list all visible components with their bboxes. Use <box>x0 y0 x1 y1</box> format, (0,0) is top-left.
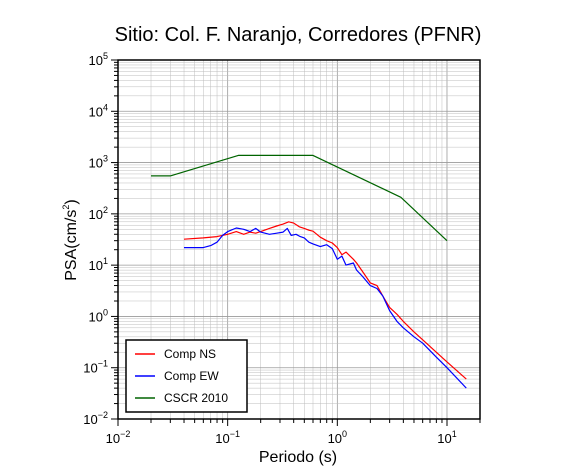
y-tick-label-base: 10 <box>89 258 103 273</box>
y-tick-label-exponent: 2 <box>103 205 108 215</box>
x-tick-label-exponent: −2 <box>120 429 130 439</box>
y-tick-label-exponent: 5 <box>103 51 108 61</box>
y-tick-label: 101 <box>89 256 108 273</box>
y-tick-label-exponent: −2 <box>98 410 108 420</box>
y-tick-label: 103 <box>89 154 108 171</box>
y-axis-label-exponent: 2 <box>61 205 71 210</box>
y-tick-label: 105 <box>89 51 108 68</box>
series-line-1 <box>183 221 467 380</box>
x-tick-label-base: 10 <box>437 431 451 446</box>
y-tick-label-base: 10 <box>83 361 97 376</box>
y-axis-label: PSA(cm/s2) <box>61 199 80 280</box>
axis-ticks <box>111 59 481 426</box>
x-tick-label-exponent: −1 <box>230 429 240 439</box>
plot-frame <box>117 59 481 420</box>
x-tick-label: 101 <box>437 429 456 446</box>
y-axis-label-close: ) <box>63 199 80 204</box>
legend-label-3: CSCR 2010 <box>164 391 228 405</box>
y-tick-label-base: 10 <box>89 156 103 171</box>
x-tick-label-base: 10 <box>328 431 342 446</box>
x-tick-label: 10−2 <box>106 429 131 446</box>
y-tick-label: 100 <box>89 307 108 324</box>
legend-label-1: Comp NS <box>164 347 216 361</box>
x-tick-labels: 10−2 10−1 100 101 <box>106 429 457 446</box>
x-tick-label-base: 10 <box>215 431 229 446</box>
y-tick-label-exponent: −1 <box>98 359 108 369</box>
y-tick-label-exponent: 0 <box>103 307 108 317</box>
legend: Comp NS Comp EW CSCR 2010 <box>125 339 248 413</box>
grid-lines <box>117 59 481 420</box>
y-tick-label-base: 10 <box>83 412 97 427</box>
y-tick-label-base: 10 <box>89 104 103 119</box>
y-tick-label: 104 <box>89 102 108 119</box>
legend-label-2: Comp EW <box>164 369 219 383</box>
y-tick-label: 10−1 <box>83 359 108 376</box>
x-tick-label: 100 <box>328 429 347 446</box>
y-tick-label-base: 10 <box>89 207 103 222</box>
y-tick-label-exponent: 4 <box>103 102 108 112</box>
y-tick-label-base: 10 <box>89 309 103 324</box>
y-tick-label: 10−2 <box>83 410 108 427</box>
data-series <box>151 154 467 389</box>
x-axis-label: Periodo (s) <box>259 449 337 466</box>
y-axis-label-base: PSA(cm/s <box>63 210 80 281</box>
y-tick-label: 102 <box>89 205 108 222</box>
x-tick-label-exponent: 1 <box>452 429 457 439</box>
y-tick-label-exponent: 3 <box>103 154 108 164</box>
series-line-2 <box>184 227 467 389</box>
y-tick-label-exponent: 1 <box>103 256 108 266</box>
x-tick-label-base: 10 <box>106 431 120 446</box>
x-tick-label: 10−1 <box>215 429 240 446</box>
x-tick-label-exponent: 0 <box>342 429 347 439</box>
y-tick-label-base: 10 <box>89 53 103 68</box>
chart-title: Sitio: Col. F. Naranjo, Corredores (PFNR… <box>115 24 482 46</box>
series-line-3 <box>151 154 448 242</box>
